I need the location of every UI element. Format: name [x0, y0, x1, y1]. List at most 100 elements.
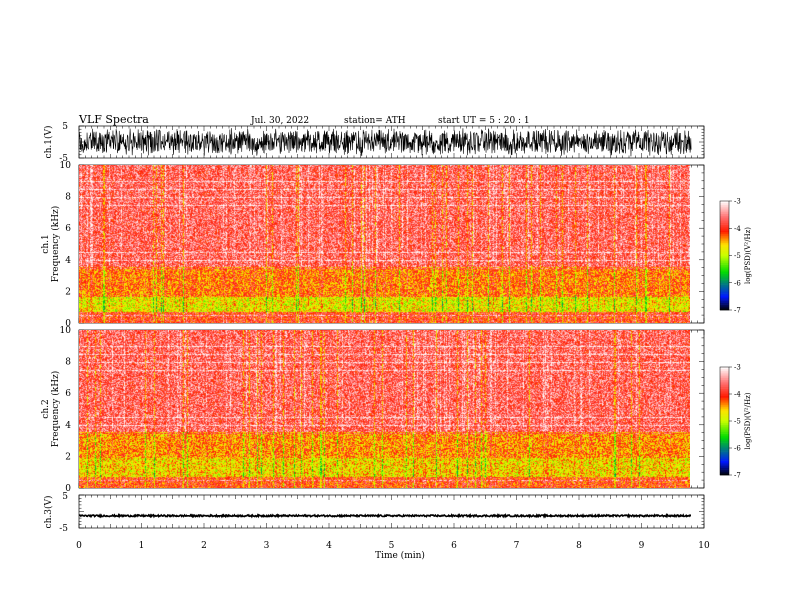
ch3-waveform-line [78, 512, 692, 519]
colorbar-segment [720, 372, 729, 375]
colorbar-segment [720, 421, 729, 424]
colorbar-segment [720, 277, 729, 280]
ch1-spec-ytick-label: 4 [65, 256, 71, 266]
colorbar-segment [720, 280, 729, 284]
colorbar-segment [720, 460, 729, 463]
ch2-colorbar: -3 -4 -5 -6 -7 log(PSD)(V²/Hz) [719, 364, 752, 480]
ch1-spec-ytick-label: 2 [65, 287, 71, 297]
colorbar-segment [720, 410, 729, 413]
colorbar-label: log(PSD)(V²/Hz) [744, 392, 752, 449]
colorbar-segment [720, 251, 729, 254]
time-axis-tick-label: 4 [326, 541, 332, 551]
colorbar-segment [720, 273, 729, 276]
ch1-colorbar: -3 -4 -5 -6 -7 log(PSD)(V²/Hz) [719, 198, 752, 315]
colorbar-tick-label: -4 [734, 391, 741, 399]
colorbar-segment [720, 464, 729, 467]
colorbar-segment [720, 455, 729, 458]
ch2-spec-ytick-label: 10 [60, 326, 72, 336]
ch1-ytick-bottom: -5 [59, 154, 68, 164]
colorbar-segment [720, 220, 729, 224]
colorbar-segment [720, 222, 729, 225]
colorbar-segment [720, 376, 729, 379]
colorbar-segment [720, 467, 729, 470]
colorbar-segment [720, 370, 729, 373]
colorbar-segment [720, 284, 729, 287]
colorbar-segment [720, 286, 729, 289]
colorbar-segment [720, 462, 729, 465]
colorbar-segment [720, 206, 729, 209]
colorbar-segment [720, 275, 729, 278]
colorbar-segment [720, 406, 729, 409]
colorbar-segment [720, 215, 729, 218]
colorbar-segment [720, 415, 729, 418]
colorbar-segment [720, 399, 729, 402]
colorbar-tick-label: -5 [734, 252, 741, 260]
colorbar-segment [720, 442, 729, 445]
colorbar-segment [720, 401, 729, 404]
colorbar-segment [720, 397, 729, 400]
ch1-spec-ytick-label: 6 [65, 224, 71, 234]
colorbar-segment [720, 219, 729, 222]
ch3-ylabel: ch.3(V) [43, 496, 54, 529]
colorbar-segment [720, 217, 729, 220]
colorbar-segment [720, 453, 729, 456]
colorbar-segment [720, 270, 729, 273]
colorbar-segment [720, 412, 729, 415]
colorbar-segment [720, 381, 729, 384]
colorbar-segment [720, 439, 729, 442]
colorbar-segment [720, 231, 729, 234]
colorbar-segment [720, 239, 729, 242]
ch2-spec-ylabel-line2: Frequency (kHz) [50, 371, 61, 448]
colorbar-segment [720, 293, 729, 296]
colorbar-segment [720, 201, 729, 204]
colorbar-segment [720, 295, 729, 298]
colorbar-segment [720, 458, 729, 461]
ch3-waveform-ticks [78, 494, 705, 529]
colorbar-segment [720, 469, 729, 472]
colorbar-segment [720, 202, 729, 205]
ch2-spec-ytick-label: 2 [65, 452, 71, 462]
colorbar-label: log(PSD)(V²/Hz) [744, 227, 752, 284]
colorbar-segment [720, 282, 729, 285]
colorbar-segment [720, 377, 729, 380]
colorbar-segment [720, 435, 729, 438]
colorbar-tick-label: -3 [734, 198, 741, 206]
colorbar-segment [720, 211, 729, 215]
colorbar-segment [720, 297, 729, 300]
colorbar-segment [720, 240, 729, 244]
colorbar-segment [720, 264, 729, 267]
colorbar-segment [720, 262, 729, 265]
time-axis-label: Time (min) [375, 550, 425, 561]
ch2-spec-ytick-label: 0 [65, 484, 71, 494]
colorbar-tick-label: -5 [734, 418, 741, 426]
colorbar-tick-label: -7 [734, 472, 741, 480]
colorbar-segment [720, 242, 729, 245]
colorbar-segment [720, 390, 729, 393]
time-axis-tick-label: 7 [514, 541, 520, 551]
colorbar-segment [720, 248, 729, 251]
colorbar-segment [720, 404, 729, 407]
colorbar-segment [720, 213, 729, 216]
colorbar-segment [720, 226, 729, 229]
colorbar-segment [720, 426, 729, 429]
ch1-spec-ylabel-line2: Frequency (kHz) [50, 206, 61, 283]
ch1-waveform-ticks [78, 125, 705, 159]
ch1-spec-ytick-label: 10 [60, 161, 72, 171]
time-axis-tick-label: 1 [139, 541, 145, 551]
colorbar-segment [720, 233, 729, 236]
colorbar-segment [720, 266, 729, 269]
colorbar-tick-label: -3 [734, 364, 741, 372]
station-label: station= ATH [344, 116, 406, 126]
ch1-waveform-trace [78, 128, 692, 157]
colorbar-segment [720, 395, 729, 398]
ch2-spec-ytick-label: 6 [65, 389, 71, 399]
colorbar-segment [720, 388, 729, 391]
time-axis-tick-label: 5 [389, 541, 395, 551]
ch1-spec-ylabel-line1: ch.1 [41, 234, 51, 253]
ch3-ytick-bottom: -5 [59, 524, 68, 534]
colorbar-segment [720, 237, 729, 240]
colorbar-segment [720, 260, 729, 264]
colorbar-segment [720, 424, 729, 427]
colorbar-segment [720, 383, 729, 386]
colorbar-segment [720, 304, 729, 307]
